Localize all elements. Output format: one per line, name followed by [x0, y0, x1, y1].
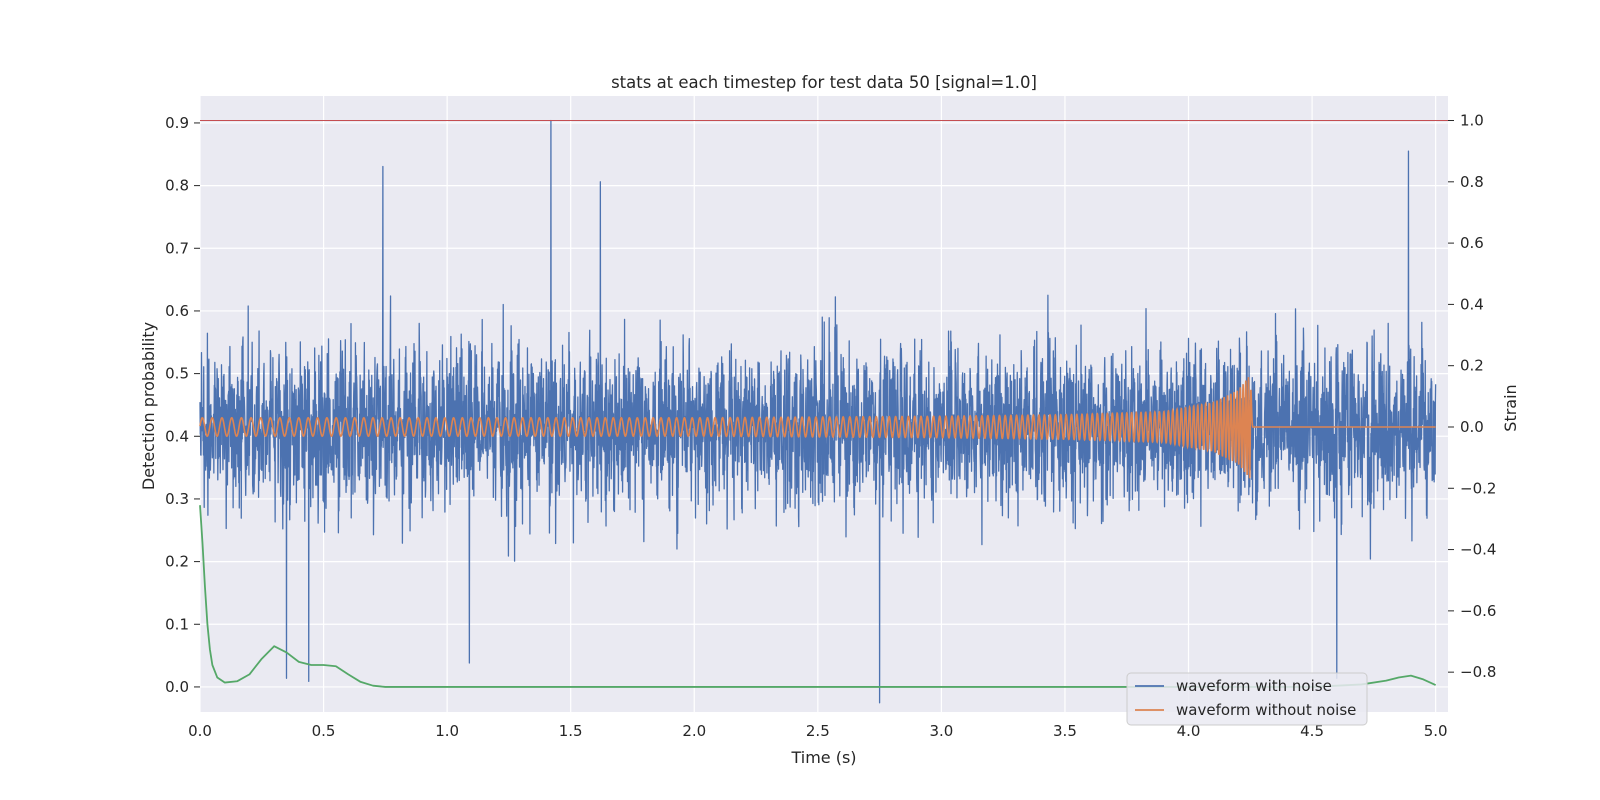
y-right-tick-label: 1.0: [1460, 112, 1484, 130]
y-axis-left-ticks: 0.0 0.1 0.2 0.3 0.4 0.5 0.6 0.7 0.8 0.9: [165, 114, 200, 696]
series-waveform-without-noise: [199, 377, 1436, 479]
legend-label-clean: waveform without noise: [1176, 701, 1356, 719]
y-right-tick-label: −0.6: [1460, 602, 1496, 620]
y-right-tick-label: 0.2: [1460, 357, 1484, 375]
x-tick-label: 4.5: [1300, 722, 1324, 740]
x-tick-label: 2.0: [682, 722, 706, 740]
x-tick-label: 0.5: [312, 722, 336, 740]
y-left-tick-label: 0.3: [165, 490, 189, 508]
legend: waveform with noise waveform without noi…: [1126, 672, 1368, 726]
x-tick-label: 3.0: [929, 722, 953, 740]
y-left-tick-label: 0.4: [165, 427, 189, 445]
y-right-tick-label: 0.8: [1460, 173, 1484, 191]
y-right-tick-label: −0.2: [1460, 479, 1496, 497]
x-tick-label: 0.0: [188, 722, 212, 740]
y-left-tick-label: 0.9: [165, 114, 189, 132]
x-tick-label: 5.0: [1424, 722, 1448, 740]
x-axis-ticks: 0.0 0.5 1.0 1.5 2.0 2.5 3.0 3.5 4.0 4.5 5.0: [188, 722, 1448, 740]
x-tick-label: 4.0: [1177, 722, 1201, 740]
y-right-tick-label: 0.0: [1460, 418, 1484, 436]
chart-title: stats at each timestep for test data 50 …: [611, 73, 1037, 92]
legend-box: [1126, 672, 1368, 726]
y-left-tick-label: 0.0: [165, 678, 189, 696]
y-left-tick-label: 0.1: [165, 615, 189, 633]
y-left-tick-label: 0.8: [165, 177, 189, 195]
x-axis-title: Time (s): [790, 748, 856, 767]
y-axis-right-title: Strain: [1501, 384, 1520, 431]
y-axis-right-ticks: −0.8 −0.6 −0.4 −0.2 0.0 0.2 0.4 0.6 0.8 1.0: [1448, 112, 1496, 681]
y-right-tick-label: 0.4: [1460, 295, 1484, 313]
y-left-tick-label: 0.5: [165, 365, 189, 383]
y-left-tick-label: 0.7: [165, 239, 189, 257]
x-tick-label: 2.5: [806, 722, 830, 740]
y-left-tick-label: 0.2: [165, 553, 189, 571]
y-axis-left-title: Detection probability: [139, 322, 158, 490]
x-tick-label: 3.5: [1053, 722, 1077, 740]
x-tick-label: 1.0: [435, 722, 459, 740]
y-right-tick-label: −0.8: [1460, 663, 1496, 681]
y-left-tick-label: 0.6: [165, 302, 189, 320]
legend-label-noise: waveform with noise: [1176, 677, 1332, 695]
y-right-tick-label: −0.4: [1460, 541, 1496, 559]
y-right-tick-label: 0.6: [1460, 234, 1484, 252]
x-tick-label: 1.5: [559, 722, 583, 740]
